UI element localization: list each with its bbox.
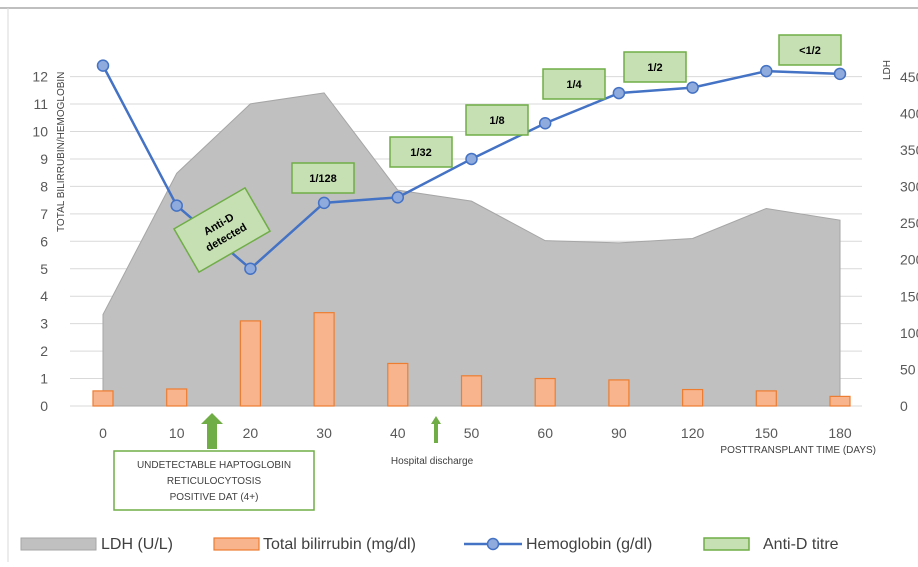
hemoglobin-point	[96, 59, 110, 72]
x-tick-label: 180	[828, 425, 852, 441]
y-right-tick-label: 250	[900, 215, 918, 231]
y-right-tick-label: 400	[900, 105, 918, 121]
lab-findings-text: UNDETECTABLE HAPTOGLOBIN	[137, 460, 291, 471]
x-tick-label: 10	[169, 425, 185, 441]
anti-d-titre-label: 1/8	[489, 115, 504, 127]
anti-d-titre-box	[542, 68, 606, 100]
y-left-tick-label: 8	[40, 178, 48, 194]
y-left-tick-label: 2	[40, 343, 48, 359]
y-right-tick-label: 350	[900, 142, 918, 158]
hemoglobin-point	[612, 86, 626, 100]
anti-d-detected-box	[172, 186, 272, 274]
anti-d-titre-box	[465, 104, 529, 136]
legend-label-ldh: LDH (U/L)	[101, 536, 173, 553]
hemoglobin-point	[244, 262, 257, 275]
x-tick-label: 40	[390, 425, 406, 441]
legend-swatch-anti-d	[703, 537, 750, 551]
x-tick-label: 150	[755, 425, 779, 441]
y-left-tick-label: 5	[40, 261, 48, 277]
anti-d-titre-label: 1/128	[309, 173, 337, 185]
bilirubin-bar	[92, 390, 114, 407]
y-left-tick-label: 11	[33, 96, 48, 112]
x-axis-title: POSTTRANSPLANT TIME (DAYS)	[720, 445, 876, 456]
hemoglobin-point	[760, 64, 773, 78]
x-tick-label: 50	[464, 425, 480, 441]
y-left-tick-label: 4	[40, 288, 48, 304]
anti-d-titre-label: <1/2	[799, 45, 821, 57]
hemoglobin-point	[686, 81, 699, 94]
discharge-arrow	[431, 416, 441, 443]
y-left-axis-title: TOTAL BILIRRUBIN/HEMOGLOBIN	[56, 72, 67, 232]
legend-swatch-hemoglobin-marker	[486, 537, 500, 551]
y-left-tick-label: 6	[40, 233, 48, 249]
bilirubin-bar	[534, 377, 556, 407]
anti-d-titre-label: 1/4	[566, 79, 582, 91]
anti-d-titre-box	[623, 51, 687, 83]
bilirubin-bar	[829, 395, 851, 407]
anti-d-titre-box	[291, 162, 355, 194]
legend-label-hemoglobin: Hemoglobin (g/dl)	[526, 536, 652, 553]
hemoglobin-point	[170, 199, 183, 212]
y-right-axis-title: LDH	[882, 60, 893, 80]
hemoglobin-point	[538, 117, 552, 130]
y-right-tick-label: 450	[900, 69, 918, 85]
bilirubin-bar	[387, 362, 409, 407]
hemoglobin-point	[833, 67, 847, 81]
y-right-tick-label: 150	[900, 288, 918, 304]
bilirubin-bar	[313, 312, 335, 407]
lab-findings-text: RETICULOCYTOSIS	[167, 476, 262, 487]
clinical-event-arrow	[201, 413, 223, 449]
anti-d-titre-box	[389, 136, 453, 168]
bilirubin-bar	[239, 320, 261, 407]
ldh-area	[102, 92, 841, 407]
lab-findings-text: POSITIVE DAT (4+)	[170, 492, 259, 503]
y-left-tick-label: 3	[40, 316, 48, 332]
anti-d-titre-label: 1/32	[410, 147, 431, 159]
y-right-tick-label: 300	[900, 179, 918, 195]
bilirubin-bar	[681, 388, 704, 407]
bilirubin-bar	[460, 375, 483, 407]
y-left-tick-label: 10	[32, 124, 48, 140]
y-right-tick-label: 200	[900, 252, 918, 268]
y-left-tick-label: 7	[40, 206, 48, 222]
x-tick-label: 90	[611, 425, 627, 441]
legend-label-bilirubin: Total bilirrubin (mg/dl)	[263, 536, 416, 553]
x-tick-label: 20	[243, 425, 259, 441]
y-left-tick-label: 12	[32, 69, 48, 85]
y-left-tick-label: 9	[40, 151, 48, 167]
x-tick-label: 60	[537, 425, 553, 441]
y-right-tick-label: 0	[900, 398, 908, 414]
legend-swatch-bilirubin	[213, 537, 260, 551]
hospital-discharge-label: Hospital discharge	[391, 456, 474, 467]
y-left-tick-label: 0	[40, 398, 48, 414]
legend-label-anti-d: Anti-D titre	[763, 536, 839, 553]
x-tick-label: 0	[99, 425, 107, 441]
lab-findings-box	[113, 450, 315, 511]
x-tick-label: 30	[316, 425, 332, 441]
bilirubin-bar	[755, 390, 777, 407]
legend-swatch-ldh	[20, 537, 97, 551]
hemoglobin-point	[317, 196, 331, 210]
anti-d-titre-label: 1/2	[647, 62, 662, 74]
y-left-tick-label: 1	[40, 371, 48, 387]
bilirubin-bar	[166, 388, 188, 407]
y-right-tick-label: 100	[900, 325, 918, 341]
y-right-tick-label: 50	[900, 361, 916, 377]
hemoglobin-point	[465, 152, 478, 166]
anti-d-titre-box	[778, 34, 842, 66]
hemoglobin-point	[391, 191, 405, 204]
bilirubin-bar	[608, 379, 630, 407]
x-tick-label: 120	[681, 425, 705, 441]
